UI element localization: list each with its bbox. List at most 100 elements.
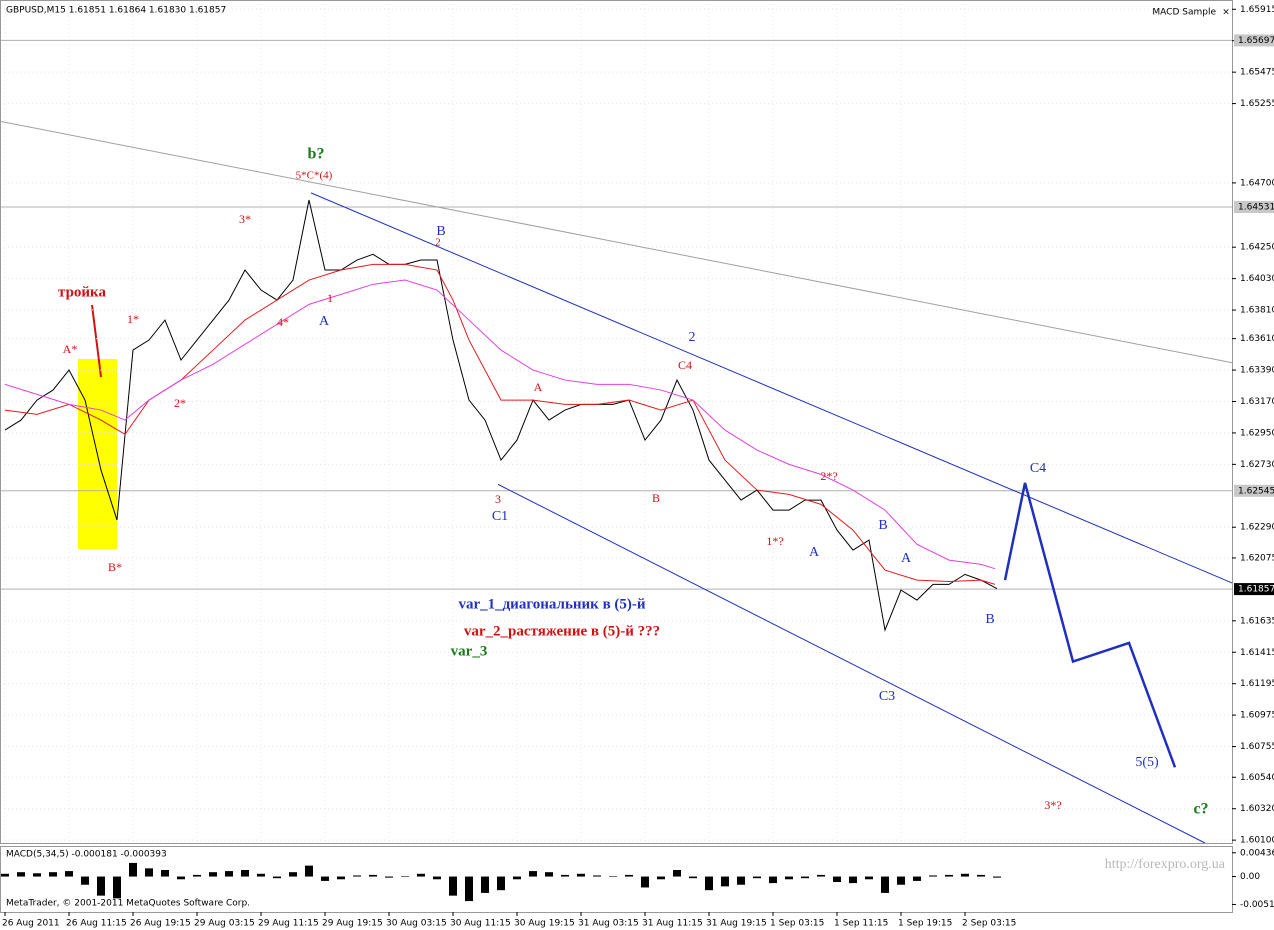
macd-bar	[81, 876, 89, 885]
footer: MetaTrader, © 2001-2011 MetaQuotes Softw…	[6, 899, 250, 909]
y-tick-label: -0.00512	[1240, 900, 1274, 910]
macd-title: MACD(5,34,5) -0.000181 -0.000393	[6, 850, 167, 860]
annotation: b?	[308, 146, 325, 163]
x-tick-label: 29 Aug 03:15	[194, 919, 255, 929]
y-tick-label: 1.64700	[1240, 178, 1274, 188]
x-tick-label: 31 Aug 19:15	[706, 919, 767, 929]
macd-bar	[65, 871, 73, 877]
annotation: var_3	[451, 643, 488, 659]
annotation: C1	[492, 509, 508, 524]
annotation: тройка	[58, 284, 106, 300]
macd-bar	[913, 876, 921, 881]
y-tick-label: 1.63170	[1240, 397, 1274, 407]
annotation: 5(5)	[1135, 755, 1159, 770]
y-tick-label: 1.62950	[1240, 428, 1274, 438]
macd-frame	[0, 846, 1233, 913]
y-tick-label: 1.62730	[1240, 460, 1274, 470]
y-tick-label: 1.63810	[1240, 306, 1274, 316]
macd-bar	[849, 876, 857, 884]
annotation: 1	[327, 291, 333, 305]
y-tick-label: 1.60320	[1240, 804, 1274, 814]
annotation: A*	[63, 342, 78, 356]
level-label-bg	[1234, 484, 1274, 497]
annotation: 2*	[174, 396, 186, 410]
macd-bar	[241, 870, 249, 877]
macd-bar	[289, 872, 297, 877]
macd-bar	[609, 876, 617, 877]
macd-bar	[433, 876, 441, 880]
macd-bar	[0, 873, 9, 877]
annotation: C3	[879, 689, 895, 704]
watermark: http://forexpro.org.ua	[1105, 857, 1226, 872]
y-tick-label: 1.62290	[1240, 523, 1274, 533]
macd-bar	[673, 870, 681, 877]
macd-bar	[705, 876, 713, 891]
macd-bar	[817, 874, 825, 877]
macd-bar	[689, 876, 697, 879]
macd-bar	[193, 874, 201, 877]
y-tick-label: 1.61415	[1240, 648, 1274, 658]
macd-bar	[305, 865, 313, 877]
x-tick-label: 30 Aug 03:15	[386, 919, 447, 929]
annotation: 3	[495, 492, 501, 506]
annotation: 3*?	[1044, 798, 1061, 812]
macd-bar	[481, 876, 489, 893]
level-label-bg	[1234, 201, 1274, 214]
trend-line	[497, 483, 1206, 844]
y-tick-label: 1.60755	[1240, 742, 1274, 752]
y-tick-label: 1.60100	[1240, 836, 1274, 846]
macd-bar	[865, 876, 873, 880]
annotation: 2	[435, 237, 441, 249]
y-tick-label: 1.63610	[1240, 334, 1274, 344]
macd-bar	[417, 873, 425, 877]
macd-bar	[49, 872, 57, 877]
annotation: var_2_растяжение в (5)-й ???	[464, 623, 660, 639]
annotation: C4	[1030, 461, 1046, 476]
macd-bar	[833, 876, 841, 882]
trend-line	[310, 192, 1233, 584]
level-label: 1.61857	[1238, 585, 1274, 595]
macd-bar	[561, 874, 569, 877]
x-tick-label: 26 Aug 2011	[2, 919, 60, 929]
macd-bar	[337, 876, 345, 880]
macd-bar	[993, 876, 1001, 878]
macd-bar	[881, 876, 889, 893]
y-tick-label: 1.63390	[1240, 366, 1274, 376]
macd-bar	[257, 873, 265, 877]
macd-bar	[945, 874, 953, 877]
macd-bar	[161, 870, 169, 877]
plot-frame	[0, 0, 1233, 844]
x-tick-label: 26 Aug 19:15	[130, 919, 191, 929]
x-tick-label: 29 Aug 19:15	[322, 919, 383, 929]
macd-bar	[353, 875, 361, 877]
annotation: A	[534, 380, 543, 394]
annotation: B	[436, 224, 445, 239]
annotation: 1*	[127, 312, 139, 326]
chart-title: GBPUSD,M15 1.61851 1.61864 1.61830 1.618…	[6, 6, 226, 16]
level-label-bg	[1234, 34, 1274, 47]
macd-bar	[465, 876, 473, 902]
y-tick-label: 1.65475	[1240, 68, 1274, 78]
macd-bar	[577, 873, 585, 877]
y-tick-label: 1.65255	[1240, 99, 1274, 109]
close-button[interactable]: ×	[1222, 8, 1230, 18]
macd-bar	[273, 876, 281, 879]
macd-bar	[753, 876, 761, 879]
y-tick-label: 1.64030	[1240, 274, 1274, 284]
y-tick-label: 1.61195	[1240, 679, 1274, 689]
macd-bar	[961, 873, 969, 877]
macd-bar	[625, 874, 633, 877]
y-tick-label: 0.00	[1240, 872, 1260, 882]
macd-bar	[17, 872, 25, 877]
y-tick-label: 1.65915	[1240, 5, 1274, 15]
macd-bar	[145, 868, 153, 877]
arrow	[91, 304, 102, 378]
annotation: 3*	[239, 212, 251, 226]
macd-bar	[721, 876, 729, 887]
macd-bar	[545, 872, 553, 877]
x-tick-label: 30 Aug 11:15	[450, 919, 511, 929]
macd-bar	[593, 875, 601, 877]
price-window	[0, 0, 1234, 844]
macd-bar	[801, 876, 809, 879]
